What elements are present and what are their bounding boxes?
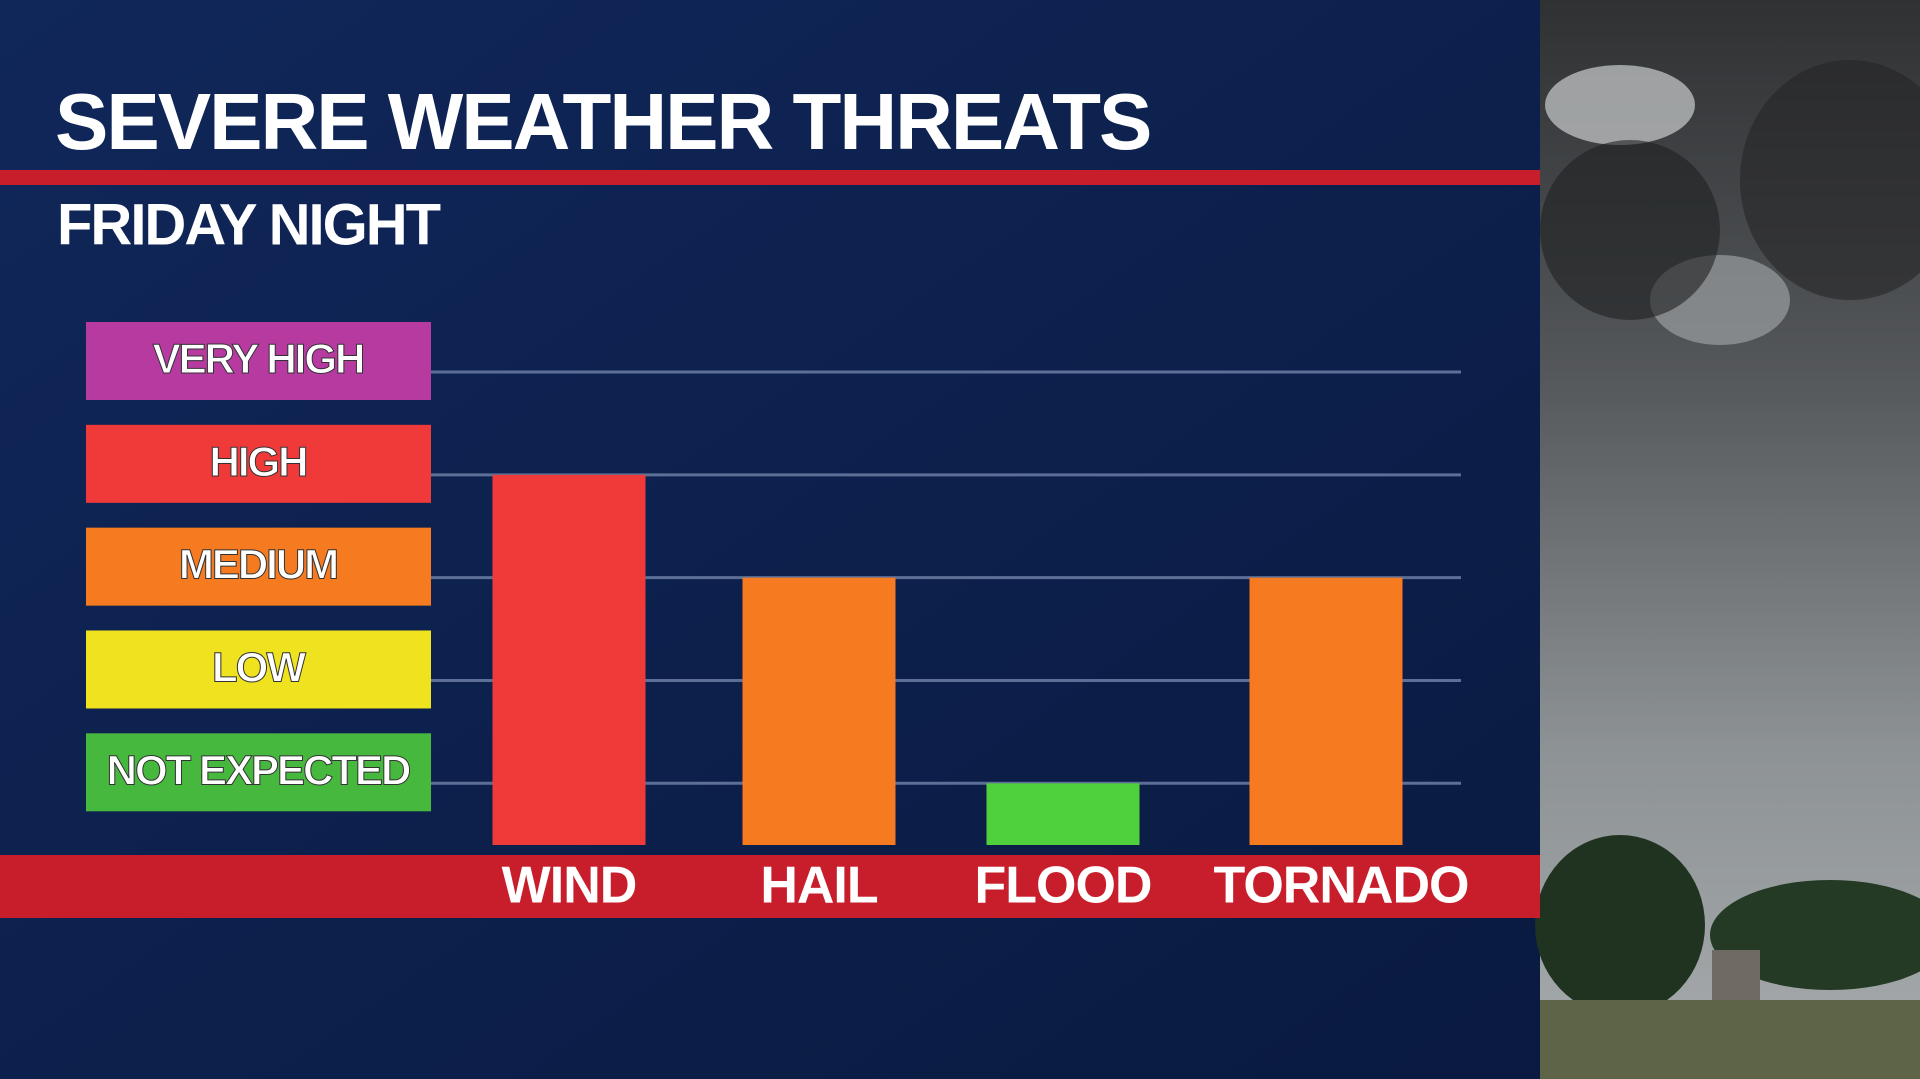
level-box <box>86 527 431 606</box>
bar <box>986 783 1140 845</box>
photo <box>1535 0 1920 1079</box>
chart-title: SEVERE WEATHER THREATS <box>55 77 1150 166</box>
x-tick-label: TORNADO <box>1214 857 1469 915</box>
y-tick-label: NOT EXPECTED <box>107 746 410 793</box>
y-tick-label: VERY HIGH <box>153 335 364 382</box>
bar <box>742 577 896 845</box>
level-box <box>86 424 431 503</box>
y-tick-label: HIGH <box>210 438 307 485</box>
x-tick-label: HAIL <box>760 857 878 915</box>
level-box <box>86 733 431 812</box>
x-tick-label: WIND <box>502 857 637 915</box>
title-rule <box>0 170 1540 185</box>
y-tick-label: MEDIUM <box>179 541 337 588</box>
y-tick-label: LOW <box>212 644 306 691</box>
bar <box>1249 577 1403 845</box>
x-tick-label: FLOOD <box>975 857 1152 915</box>
bar <box>492 474 646 845</box>
category-band <box>0 855 1540 918</box>
level-box <box>86 322 431 400</box>
level-box <box>86 630 431 709</box>
chart-subtitle: FRIDAY NIGHT <box>57 192 441 257</box>
